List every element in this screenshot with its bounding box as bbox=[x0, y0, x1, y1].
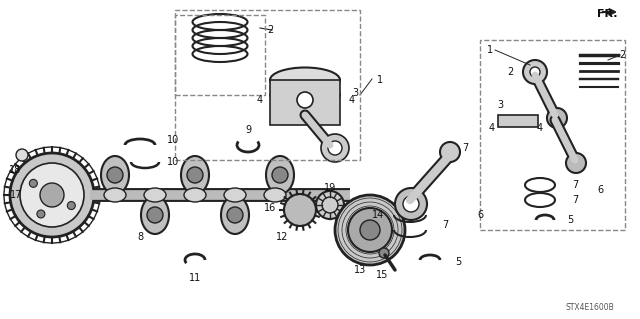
Circle shape bbox=[16, 149, 28, 161]
Circle shape bbox=[10, 153, 94, 237]
Text: 7: 7 bbox=[462, 143, 468, 153]
Text: 8: 8 bbox=[137, 232, 143, 242]
Text: 2: 2 bbox=[267, 25, 273, 35]
Text: 17: 17 bbox=[10, 190, 22, 200]
Circle shape bbox=[566, 153, 586, 173]
Circle shape bbox=[395, 188, 427, 220]
Ellipse shape bbox=[184, 188, 206, 202]
Text: 16: 16 bbox=[264, 203, 276, 213]
Circle shape bbox=[316, 191, 344, 219]
Text: 10: 10 bbox=[167, 135, 179, 145]
Text: 4: 4 bbox=[489, 123, 495, 133]
Text: 5: 5 bbox=[455, 257, 461, 267]
Circle shape bbox=[107, 167, 123, 183]
Text: 13: 13 bbox=[354, 265, 366, 275]
Ellipse shape bbox=[101, 156, 129, 194]
Text: 7: 7 bbox=[442, 220, 448, 230]
Circle shape bbox=[40, 183, 64, 207]
Text: 19: 19 bbox=[324, 183, 336, 193]
Circle shape bbox=[297, 92, 313, 108]
Circle shape bbox=[29, 179, 37, 187]
Bar bbox=[480, 40, 625, 230]
Bar bbox=[270, 80, 340, 125]
Text: 7: 7 bbox=[572, 180, 578, 190]
Ellipse shape bbox=[141, 196, 169, 234]
Circle shape bbox=[360, 220, 380, 240]
Ellipse shape bbox=[266, 156, 294, 194]
Text: 4: 4 bbox=[257, 95, 263, 105]
Circle shape bbox=[523, 60, 547, 84]
Ellipse shape bbox=[224, 188, 246, 202]
Text: 2: 2 bbox=[619, 50, 625, 60]
Text: 1: 1 bbox=[377, 75, 383, 85]
Circle shape bbox=[272, 167, 288, 183]
Circle shape bbox=[348, 208, 392, 252]
Text: 11: 11 bbox=[189, 273, 201, 283]
Ellipse shape bbox=[181, 156, 209, 194]
Text: 18: 18 bbox=[9, 165, 21, 175]
Ellipse shape bbox=[264, 188, 286, 202]
Text: FR.: FR. bbox=[596, 9, 617, 19]
Bar bbox=[175, 15, 265, 95]
Ellipse shape bbox=[104, 188, 126, 202]
Ellipse shape bbox=[144, 188, 166, 202]
Bar bbox=[175, 10, 360, 160]
Text: 2: 2 bbox=[507, 67, 513, 77]
Text: 1: 1 bbox=[487, 45, 493, 55]
Circle shape bbox=[67, 202, 76, 210]
Text: 6: 6 bbox=[477, 210, 483, 220]
Text: 9: 9 bbox=[245, 125, 251, 135]
Text: 5: 5 bbox=[567, 215, 573, 225]
Circle shape bbox=[547, 108, 567, 128]
Text: 7: 7 bbox=[572, 195, 578, 205]
Circle shape bbox=[20, 163, 84, 227]
Text: STX4E1600B: STX4E1600B bbox=[566, 303, 614, 313]
Circle shape bbox=[530, 67, 540, 77]
Text: 4: 4 bbox=[537, 123, 543, 133]
Bar bbox=[498, 115, 538, 127]
Circle shape bbox=[321, 134, 349, 162]
Circle shape bbox=[335, 195, 405, 265]
Ellipse shape bbox=[221, 196, 249, 234]
Circle shape bbox=[403, 196, 419, 212]
Text: 15: 15 bbox=[376, 270, 388, 280]
Ellipse shape bbox=[270, 68, 340, 93]
Text: 4: 4 bbox=[349, 95, 355, 105]
Circle shape bbox=[37, 210, 45, 218]
Circle shape bbox=[379, 248, 389, 258]
Circle shape bbox=[227, 207, 243, 223]
Text: 3: 3 bbox=[497, 100, 503, 110]
Circle shape bbox=[328, 141, 342, 155]
Text: 3: 3 bbox=[352, 88, 358, 98]
Text: 12: 12 bbox=[276, 232, 288, 242]
Circle shape bbox=[147, 207, 163, 223]
Text: 14: 14 bbox=[372, 210, 384, 220]
Circle shape bbox=[284, 194, 316, 226]
Text: 10: 10 bbox=[167, 157, 179, 167]
Text: 6: 6 bbox=[597, 185, 603, 195]
Circle shape bbox=[440, 142, 460, 162]
Circle shape bbox=[187, 167, 203, 183]
